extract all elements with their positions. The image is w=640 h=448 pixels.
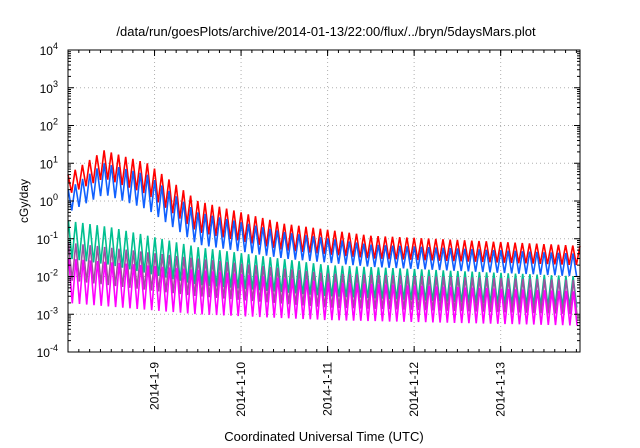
x-tick-label: 2014-1-9 [148,362,162,410]
series-group [67,150,581,326]
x-tick-label: 2014-1-10 [234,362,248,417]
y-tick-label: 102 [40,117,58,134]
y-tick-label: 10-1 [37,230,58,247]
series-line [67,258,578,326]
chart-title: /data/run/goesPlots/archive/2014-01-13/2… [116,24,536,39]
x-tick-label: 2014-1-12 [407,362,421,417]
y-tick-label: 100 [40,192,58,209]
y-tick-label: 10-4 [37,343,58,360]
y-tick-label: 101 [40,154,58,171]
series-line [67,220,578,308]
y-axis: 10-4 10-3 10-2 10-1 100 101 102 103 104 [37,41,580,360]
series-line [67,163,578,277]
y-tick-label: 104 [40,41,58,58]
x-tick-label: 2014-1-13 [494,362,508,417]
x-axis: 2014-1-9 2014-1-10 2014-1-11 2014-1-12 2014-… [78,50,577,417]
y-tick-label: 10-2 [37,268,58,285]
series-line [67,242,578,315]
y-tick-label: 103 [40,79,58,96]
x-tick-label: 2014-1-11 [321,362,335,416]
series-line [67,150,581,266]
x-axis-label: Coordinated Universal Time (UTC) [224,429,423,444]
y-tick-label: 10-3 [37,305,58,322]
y-axis-label: cGy/day [17,179,31,223]
